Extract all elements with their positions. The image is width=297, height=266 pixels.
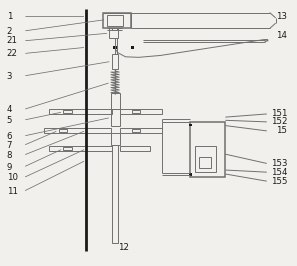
Text: 11: 11	[7, 187, 18, 196]
Bar	[107, 15, 123, 26]
Bar	[103, 13, 131, 28]
Text: 8: 8	[7, 151, 12, 160]
Text: 2: 2	[7, 27, 12, 36]
Bar	[190, 122, 225, 177]
Bar	[112, 54, 118, 69]
Text: 14: 14	[277, 31, 287, 40]
Bar	[131, 46, 134, 49]
Bar	[111, 93, 120, 109]
Text: 4: 4	[7, 105, 12, 114]
Bar	[50, 146, 112, 151]
Text: 154: 154	[271, 168, 287, 177]
Bar	[199, 157, 211, 168]
Bar	[110, 28, 118, 38]
Text: 13: 13	[277, 12, 287, 21]
Text: 153: 153	[271, 159, 287, 168]
Bar	[113, 146, 118, 243]
Text: 6: 6	[7, 132, 12, 141]
Bar	[59, 128, 67, 132]
Text: 22: 22	[7, 49, 18, 58]
Bar	[189, 173, 192, 176]
Bar	[120, 109, 162, 114]
Bar	[50, 109, 112, 114]
Bar	[132, 110, 140, 113]
Text: 3: 3	[7, 72, 12, 81]
Text: 12: 12	[118, 243, 129, 252]
Text: 151: 151	[271, 109, 287, 118]
Text: 7: 7	[7, 141, 12, 150]
Text: 155: 155	[271, 177, 287, 186]
Bar	[120, 128, 162, 133]
Bar	[113, 46, 117, 49]
Text: 10: 10	[7, 173, 18, 182]
Bar	[63, 147, 72, 150]
Bar	[195, 146, 217, 172]
Bar	[132, 128, 140, 132]
Bar	[111, 133, 120, 145]
Bar	[189, 124, 192, 126]
Text: 21: 21	[7, 36, 18, 45]
Text: 9: 9	[7, 163, 12, 172]
Bar	[120, 146, 150, 151]
Bar	[45, 128, 111, 133]
Bar	[111, 109, 120, 126]
Text: 1: 1	[7, 12, 12, 21]
Text: 5: 5	[7, 116, 12, 125]
Bar	[63, 110, 72, 113]
Text: 15: 15	[277, 126, 287, 135]
Text: 152: 152	[271, 117, 287, 126]
